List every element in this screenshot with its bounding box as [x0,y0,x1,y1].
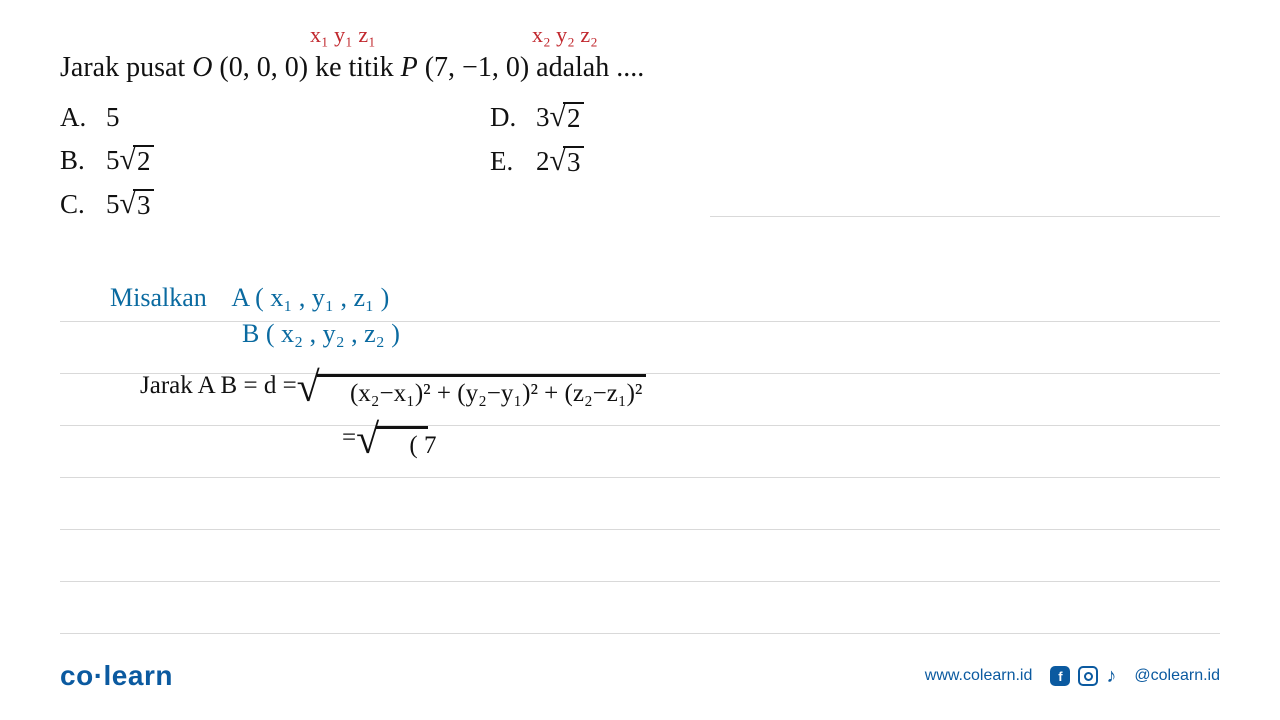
q-P: P [401,52,418,83]
option-C: C. 5 √3 [60,189,490,221]
facebook-icon: f [1050,666,1070,686]
ruled-lines-right [710,165,1220,217]
work-jarak-label: Jarak A B = d = [140,372,297,400]
option-C-radicand: 3 [133,189,155,221]
work-A-point: A ( x₁ , y₁ , z₁ ) [231,283,389,312]
option-B-sqrt: √2 [120,145,155,177]
formula-inside: (x₂−x₁)² + (y₂−y₁)² + (z₂−z₁)² [326,374,642,407]
work-distance-formula: Jarak A B = d = √ (x₂−x₁)² + (y₂−y₁)² + … [140,372,642,408]
sqrt-expression-1: √ (x₂−x₁)² + (y₂−y₁)² + (z₂−z₁)² [297,372,643,408]
option-E-radicand: 3 [563,146,585,178]
sqrt-expression-2: √ ( 7 [356,424,446,460]
q-P-coords: (7, −1, 0) adalah .... [418,52,645,83]
question-text: Jarak pusat O (0, 0, 0) ke titik P (7, −… [60,52,1220,84]
work-misalkan: Misalkan [110,283,207,312]
q-O-coords: (0, 0, 0) ke titik [212,52,400,83]
eq2-prefix: = [342,424,356,452]
option-E-sqrt: √3 [550,146,585,178]
q-O: O [192,52,212,83]
instagram-icon [1078,666,1098,686]
handwritten-work: Misalkan A ( x₁ , y₁ , z₁ ) B ( x₂ , y₂ … [110,280,400,353]
logo-co: co [60,660,94,691]
option-A-value: 5 [106,102,120,133]
footer: co·learn www.colearn.id f ♪ @colearn.id [60,660,1220,692]
option-E-label: E. [490,146,536,177]
option-A-label: A. [60,102,106,133]
option-C-value: 5 [106,189,120,220]
options-col-left: A. 5 B. 5 √2 C. 5 √3 [60,102,490,232]
option-B: B. 5 √2 [60,145,490,177]
eq2-inside: ( 7 [385,426,436,459]
option-B-radicand: 2 [133,145,155,177]
option-D-sqrt: √2 [550,102,585,134]
option-B-label: B. [60,145,106,176]
option-C-label: C. [60,189,106,220]
option-D-radicand: 2 [563,102,585,134]
option-C-sqrt: √3 [120,189,155,221]
option-D: D. 3 √2 [490,102,920,134]
option-D-value: 3 [536,102,550,133]
footer-url: www.colearn.id [925,667,1033,685]
social-icons: f ♪ [1050,665,1116,688]
logo-learn: learn [104,660,173,691]
logo-dot: · [94,660,104,691]
tiktok-icon: ♪ [1106,665,1116,688]
option-B-value: 5 [106,145,120,176]
option-A: A. 5 [60,102,490,133]
option-D-label: D. [490,102,536,133]
q-prefix: Jarak pusat [60,52,192,83]
page: x₁ y₁ z₁ x₂ y₂ z₂ Jarak pusat O (0, 0, 0… [0,0,1280,720]
annotation-over-O: x₁ y₁ z₁ [310,22,376,48]
work-second-line: = √ ( 7 [342,424,446,460]
footer-handle: @colearn.id [1134,667,1220,685]
work-B-point: B ( x₂ , y₂ , z₂ ) [242,319,400,348]
footer-right: www.colearn.id f ♪ @colearn.id [925,665,1220,688]
option-E-value: 2 [536,146,550,177]
brand-logo: co·learn [60,660,173,692]
annotation-over-P: x₂ y₂ z₂ [532,22,598,48]
